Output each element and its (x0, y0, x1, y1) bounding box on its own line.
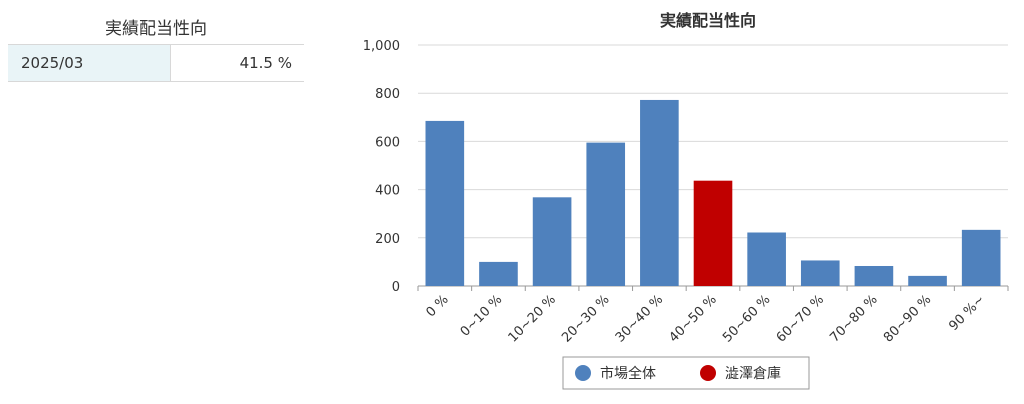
bar-market (800, 260, 840, 286)
x-tick-label: 60~70 % (774, 292, 827, 345)
x-tick-label: 50~60 % (720, 292, 773, 345)
bar-market (479, 261, 518, 286)
x-tick-label: 70~80 % (827, 292, 880, 345)
bar-market (961, 229, 1001, 286)
y-tick-label: 1,000 (363, 39, 400, 54)
y-tick-label: 800 (375, 87, 400, 102)
bar-market (908, 275, 947, 286)
legend-label: 澁澤倉庫 (725, 365, 781, 382)
x-tick-label: 80~90 % (881, 292, 934, 345)
chart-title: 実績配当性向 (660, 11, 756, 30)
payout-ratio-panel: 実績配当性向 2025/03 41.5 % (8, 14, 304, 82)
bar-market (425, 120, 465, 286)
bar-market (854, 265, 894, 286)
payout-ratio-row: 2025/03 41.5 % (8, 44, 304, 82)
panel-title: 実績配当性向 (105, 19, 207, 39)
legend-marker (700, 365, 716, 381)
bar-company (693, 180, 733, 286)
legend-box (562, 356, 810, 390)
x-tick-label: 40~50 % (666, 292, 719, 345)
x-tick-label: 10~20 % (506, 292, 559, 345)
bar-market (586, 142, 626, 286)
bar-market (532, 197, 572, 286)
y-tick-label: 0 (392, 280, 400, 295)
x-tick-label: 30~40 % (613, 292, 666, 345)
legend-label: 市場全体 (600, 365, 656, 382)
x-tick-label: 90 %~ (946, 292, 988, 334)
bar-market (747, 232, 786, 286)
x-tick-label: 0 % (424, 292, 452, 320)
bar-market (640, 99, 679, 286)
x-tick-label: 0~10 % (458, 292, 506, 340)
payout-value-cell: 41.5 % (239, 54, 292, 72)
legend-marker (575, 365, 591, 381)
x-tick-label: 20~30 % (559, 292, 612, 345)
y-tick-label: 200 (375, 232, 400, 247)
payout-ratio-distribution-chart: 実績配当性向 0 200 400 600 800 1,000 0 % 0~10 % 10~20 %… (363, 11, 1009, 390)
y-tick-label: 600 (375, 135, 400, 150)
y-tick-label: 400 (375, 184, 400, 199)
period-cell: 2025/03 (8, 45, 171, 81)
